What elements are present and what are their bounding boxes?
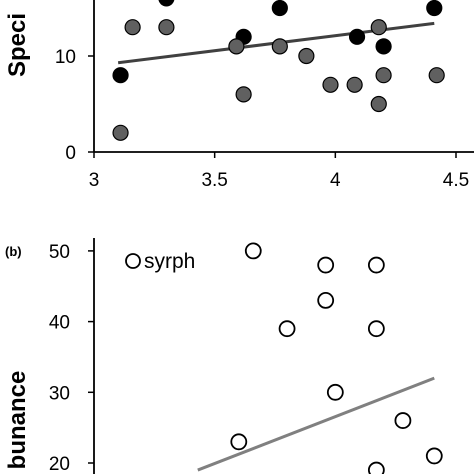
- panel-a-point-black: [112, 67, 129, 84]
- panel-a-point-black: [158, 0, 175, 7]
- panel-a-point-gray: [158, 19, 175, 36]
- panel-a-y-tick-label: 10: [55, 47, 76, 68]
- panel-a-point-gray: [112, 124, 129, 141]
- panel-b-point-syrph: [244, 242, 262, 260]
- panel-a-point-gray: [370, 19, 387, 36]
- panel-b-point-syrph: [425, 447, 443, 465]
- panel-b-y-ticks: 20 30 40 50: [49, 242, 94, 474]
- panel-b-y-tick-label: 40: [49, 313, 70, 334]
- panel-b-point-syrph: [326, 383, 344, 401]
- panel-a-x-ticks: 3 3.5 4 4.5: [89, 152, 469, 191]
- panel-b-point-syrph: [278, 320, 296, 338]
- panel-a-point-gray: [346, 76, 363, 93]
- panel-a: Speci 3 3.5 4 4.5 0 10: [4, 0, 474, 191]
- panel-b-point-syrph: [317, 291, 335, 309]
- panel-a-point-gray: [235, 86, 252, 103]
- panel-a-y-tick-label: 0: [65, 143, 76, 164]
- panel-b-trendline-group: [197, 376, 435, 472]
- panel-a-point-gray: [124, 19, 141, 36]
- panel-a-point-gray: [228, 38, 245, 55]
- panel-a-point-gray: [298, 47, 315, 65]
- panel-a-x-tick-label: 3: [89, 170, 100, 191]
- panel-a-x-tick-label: 3.5: [201, 170, 227, 191]
- panel-b-points: [230, 242, 443, 474]
- legend-marker: [125, 253, 141, 269]
- panel-a-points: [112, 0, 445, 141]
- panel-b-point-syrph: [367, 461, 385, 474]
- panel-b-point-syrph: [394, 412, 412, 429]
- panel-a-y-label: Speci: [4, 13, 31, 77]
- panel-a-point-gray: [322, 76, 339, 93]
- panel-a-y-ticks: 0 10: [55, 47, 94, 164]
- panel-a-point-black: [271, 0, 288, 17]
- panel-b-y-label: bunance: [4, 371, 31, 470]
- panel-b-point-syrph: [367, 256, 385, 274]
- panel-a-point-black: [348, 28, 366, 45]
- panel-a-point-black: [375, 38, 392, 55]
- panel-b-y-tick-label: 20: [49, 454, 70, 474]
- panel-a-point-black: [426, 0, 443, 17]
- panel-b-point-syrph: [230, 433, 248, 451]
- panel-a-point-gray: [375, 67, 392, 84]
- panel-b-legend: syrph: [125, 250, 195, 273]
- panel-b-point-syrph: [367, 320, 385, 338]
- panel-b-y-tick-label: 30: [49, 383, 70, 404]
- panel-b-trendline: [197, 376, 435, 472]
- panel-a-x-tick-label: 4: [330, 170, 341, 191]
- panel-a-point-gray: [370, 95, 387, 113]
- legend-label: syrph: [144, 250, 195, 273]
- panel-b-point-syrph: [317, 256, 335, 274]
- panel-a-point-gray: [428, 67, 445, 84]
- panel-b-y-tick-label: 50: [49, 242, 70, 263]
- panel-b: (b) bunance 20 30 40 50 syrph: [4, 238, 443, 474]
- panel-a-x-tick-label: 4.5: [443, 170, 469, 191]
- panel-b-label: (b): [5, 244, 22, 259]
- panel-a-point-gray: [271, 38, 288, 55]
